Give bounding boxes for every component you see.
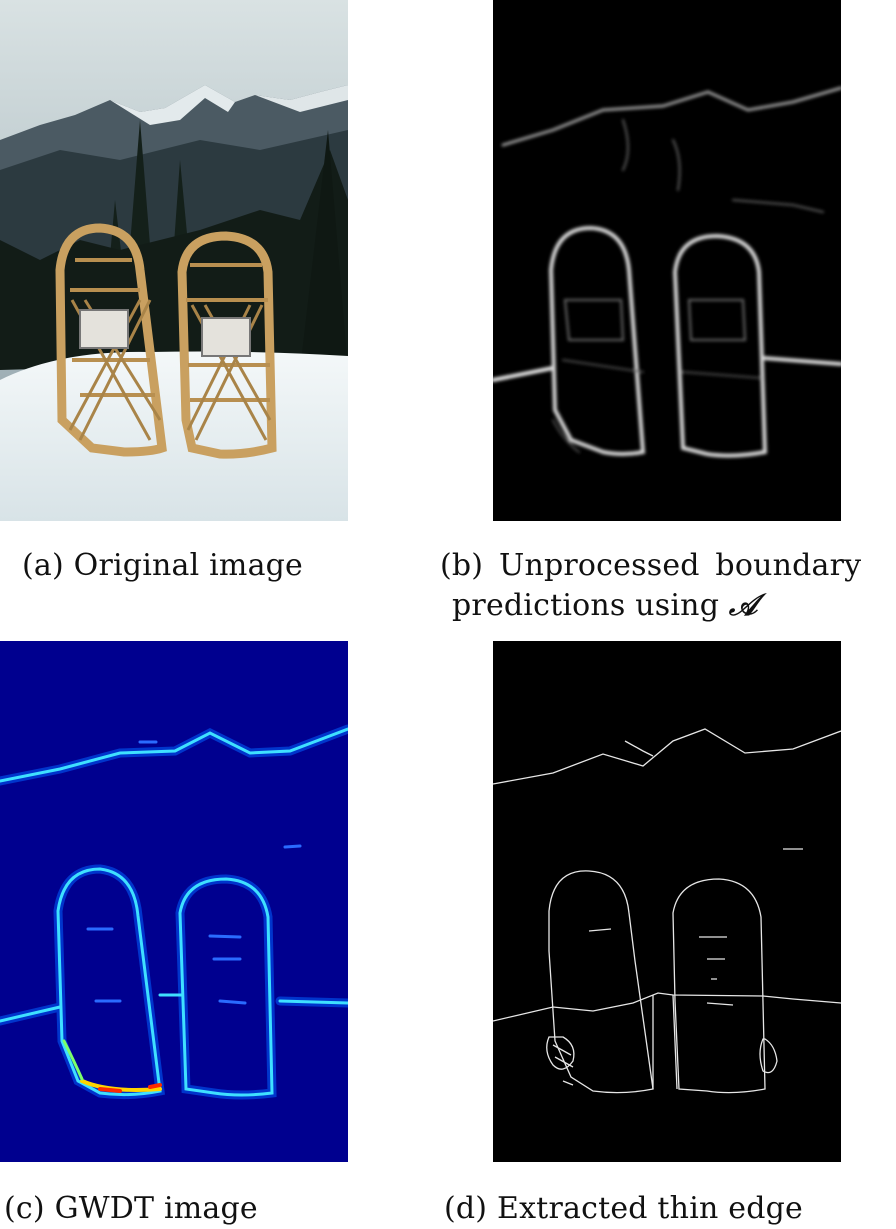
caption-b-line2: predictions using xyxy=(452,588,720,623)
caption-a-label: (a) xyxy=(22,548,64,583)
original-image xyxy=(0,0,348,521)
caption-c-label: (c) xyxy=(4,1191,45,1226)
caption-b: (b) Unprocessed boundary predictions usi… xyxy=(440,546,896,626)
caption-b-line1: Unprocessed boundary xyxy=(498,548,862,583)
boundary-prediction-image xyxy=(493,86,841,458)
caption-b-symbol: 𝒜 xyxy=(728,588,758,623)
boundary-prediction-panel xyxy=(493,0,841,521)
gwdt-image xyxy=(0,641,348,1162)
caption-b-label: (b) xyxy=(440,548,484,583)
caption-d-label: (d) xyxy=(444,1191,488,1226)
thin-edge-panel xyxy=(493,641,841,1162)
gwdt-panel xyxy=(0,641,348,1162)
snowshoe-right xyxy=(177,231,277,459)
snowshoe-left xyxy=(55,223,167,457)
original-image-panel xyxy=(0,0,348,521)
thin-edge-image xyxy=(493,728,841,1094)
caption-d: (d) Extracted thin edge xyxy=(444,1189,803,1229)
caption-a-text: Original image xyxy=(73,548,304,583)
caption-c: (c) GWDT image xyxy=(4,1189,258,1229)
caption-a: (a) Original image xyxy=(22,546,303,586)
caption-c-text: GWDT image xyxy=(54,1191,258,1226)
caption-d-text: Extracted thin edge xyxy=(496,1191,803,1226)
